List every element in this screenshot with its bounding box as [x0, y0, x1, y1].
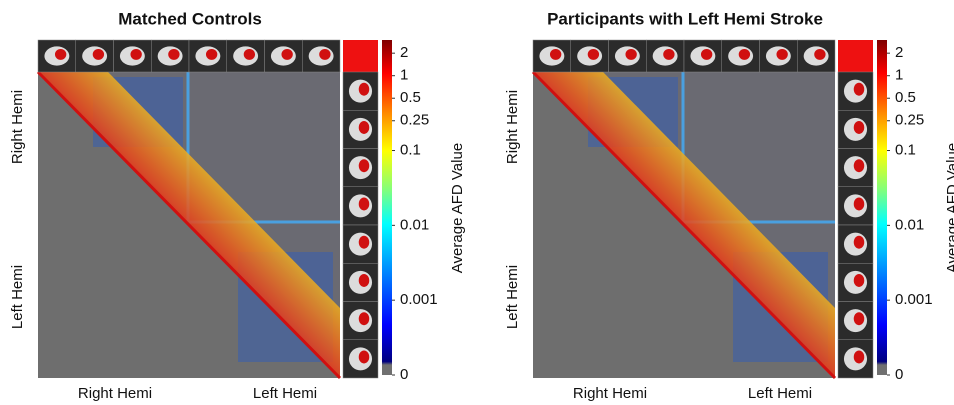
region-icon — [359, 159, 370, 172]
y-category-label: Left Hemi — [9, 265, 26, 329]
region-icon — [281, 49, 292, 60]
region-icon — [319, 49, 330, 60]
region-icon — [854, 350, 865, 363]
y-category-label: Right Hemi — [504, 90, 521, 164]
colorbar-tick-label: 0.25 — [400, 112, 429, 129]
colorbar-tick-label: 0.1 — [895, 141, 916, 158]
region-icon — [854, 197, 865, 210]
region-icon — [854, 83, 865, 96]
colorbar-tick-label: 0.001 — [895, 291, 933, 308]
x-category-label: Right Hemi — [78, 385, 152, 402]
y-category-label: Right Hemi — [9, 90, 26, 164]
region-icon — [130, 49, 141, 60]
region-icon — [854, 159, 865, 172]
region-icon — [93, 49, 104, 60]
colorbar-tick-label: 2 — [400, 44, 408, 61]
region-icon — [550, 49, 561, 60]
colorbar-tick-label: 1 — [895, 67, 903, 84]
region-icon — [359, 312, 370, 325]
region-icon — [625, 49, 636, 60]
x-category-label: Left Hemi — [253, 385, 317, 402]
y-category-label: Left Hemi — [504, 265, 521, 329]
region-icon — [854, 274, 865, 287]
region-icon — [701, 49, 712, 60]
colorbar-tick-label: 2 — [895, 44, 903, 61]
region-icon — [55, 49, 66, 60]
region-icon — [359, 236, 370, 249]
colorbar-tick-label: 0.01 — [895, 216, 924, 233]
region-icon — [739, 49, 750, 60]
region-icon — [814, 49, 825, 60]
region-icon — [206, 49, 217, 60]
colorbar — [382, 40, 392, 375]
region-icon — [854, 312, 865, 325]
region-icon — [854, 121, 865, 134]
region-icon — [776, 49, 787, 60]
region-icon — [359, 350, 370, 363]
region-icon — [244, 49, 255, 60]
colorbar-tick-label: 0.5 — [400, 89, 421, 106]
region-icon — [359, 121, 370, 134]
colorbar-tick-label: 0.25 — [895, 112, 924, 129]
colorbar-tick-label: 0.5 — [895, 89, 916, 106]
region-icon — [168, 49, 179, 60]
thumbnail-red — [343, 40, 378, 72]
colorbar-tick-label: 0 — [895, 366, 903, 383]
thumbnail-red — [838, 40, 873, 72]
region-icon — [359, 197, 370, 210]
figure: Matched Controls 2 1 0.5 0.25 0.1 0.01 0.001 0 Av… — [0, 0, 954, 405]
x-category-label: Left Hemi — [748, 385, 812, 402]
x-category-label: Right Hemi — [573, 385, 647, 402]
colorbar-tick-label: 0 — [400, 366, 408, 383]
colorbar-tick-label: 1 — [400, 67, 408, 84]
region-icon — [588, 49, 599, 60]
region-icon — [854, 236, 865, 249]
panel-title: Matched Controls — [118, 9, 262, 28]
region-icon — [359, 274, 370, 287]
colorbar-tick-label: 0.001 — [400, 291, 438, 308]
region-icon — [359, 83, 370, 96]
colorbar — [877, 40, 887, 375]
colorbar-tick-label: 0.01 — [400, 216, 429, 233]
region-icon — [663, 49, 674, 60]
colorbar-label: Average AFD Value — [944, 143, 954, 273]
colorbar-label: Average AFD Value — [449, 143, 466, 273]
colorbar-tick-label: 0.1 — [400, 141, 421, 158]
panel-title: Participants with Left Hemi Stroke — [547, 9, 823, 28]
